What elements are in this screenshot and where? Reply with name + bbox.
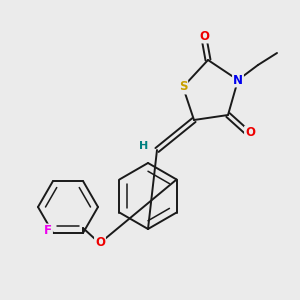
- Text: H: H: [140, 141, 148, 151]
- Text: O: O: [95, 236, 105, 250]
- Text: F: F: [44, 224, 52, 238]
- Text: S: S: [179, 80, 187, 94]
- Text: O: O: [245, 127, 255, 140]
- Text: O: O: [199, 29, 209, 43]
- Text: N: N: [233, 74, 243, 86]
